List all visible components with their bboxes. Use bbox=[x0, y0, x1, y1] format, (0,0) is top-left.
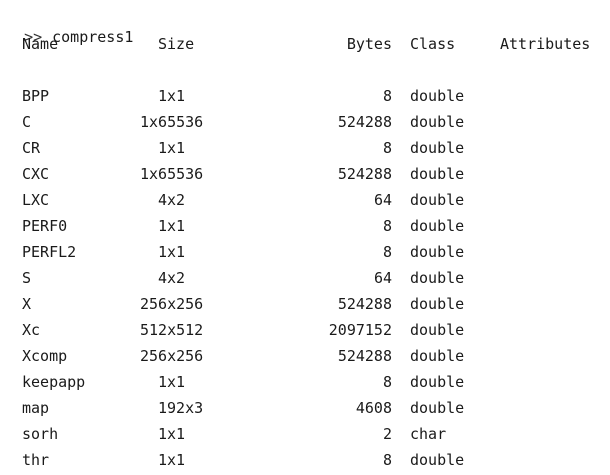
variable-name: Xcomp bbox=[22, 347, 68, 365]
header-size: Size bbox=[158, 35, 195, 53]
variable-name: PERF0 bbox=[22, 217, 68, 235]
table-row: PERF0 1x1 8 double bbox=[0, 214, 610, 238]
variable-name: Xc bbox=[22, 321, 41, 339]
table-row: keepapp 1x1 8 double bbox=[0, 370, 610, 394]
variable-bytes: 8 bbox=[382, 243, 392, 261]
variable-name: map bbox=[22, 399, 50, 417]
variable-size: 1x1 bbox=[158, 139, 186, 157]
variable-class: double bbox=[410, 399, 465, 417]
header-class: Class bbox=[410, 35, 456, 53]
variable-class: double bbox=[410, 321, 465, 339]
table-row: Xcomp 256x256 524288 double bbox=[0, 344, 610, 368]
header-bytes: Bytes bbox=[346, 35, 392, 53]
table-row: LXC 4x2 64 double bbox=[0, 188, 610, 212]
variable-size: 1x1 bbox=[158, 373, 186, 391]
variable-size: 1x1 bbox=[158, 425, 186, 443]
table-row: sorh 1x1 2 char bbox=[0, 422, 610, 446]
variable-name: keepapp bbox=[22, 373, 86, 391]
variable-class: double bbox=[410, 87, 465, 105]
table-row: BPP 1x1 8 double bbox=[0, 84, 610, 108]
table-row: PERFL2 1x1 8 double bbox=[0, 240, 610, 264]
table-row: CR 1x1 8 double bbox=[0, 136, 610, 160]
variable-class: char bbox=[410, 425, 447, 443]
variable-name: sorh bbox=[22, 425, 59, 443]
variable-name: BPP bbox=[22, 87, 50, 105]
table-row: Xc 512x512 2097152 double bbox=[0, 318, 610, 342]
variable-name: S bbox=[22, 269, 32, 287]
variable-size: 192x3 bbox=[158, 399, 204, 417]
variable-name: CR bbox=[22, 139, 41, 157]
variable-bytes: 524288 bbox=[337, 165, 392, 183]
table-row: S 4x2 64 double bbox=[0, 266, 610, 290]
variable-bytes: 64 bbox=[373, 269, 392, 287]
variable-bytes: 8 bbox=[382, 87, 392, 105]
command-prompt: >> bbox=[24, 28, 43, 46]
variable-class: double bbox=[410, 191, 465, 209]
variable-bytes: 8 bbox=[382, 373, 392, 391]
variable-size: 1x1 bbox=[158, 217, 186, 235]
variable-bytes: 524288 bbox=[337, 347, 392, 365]
variable-class: double bbox=[410, 165, 465, 183]
table-row: C 1x65536 524288 double bbox=[0, 110, 610, 134]
variable-size: 256x256 bbox=[140, 347, 204, 365]
variable-class: double bbox=[410, 243, 465, 261]
variable-name: LXC bbox=[22, 191, 50, 209]
variable-bytes: 524288 bbox=[337, 295, 392, 313]
variable-class: double bbox=[410, 217, 465, 235]
variable-size: 4x2 bbox=[158, 269, 186, 287]
variable-size: 4x2 bbox=[158, 191, 186, 209]
variable-bytes: 2097152 bbox=[328, 321, 392, 339]
variable-name: C bbox=[22, 113, 32, 131]
whos-table-header: Name Size Bytes Class Attributes bbox=[0, 32, 610, 56]
command-line[interactable]: >> compress1 bbox=[6, 7, 133, 46]
variable-class: double bbox=[410, 269, 465, 287]
variable-size: 256x256 bbox=[140, 295, 204, 313]
command-text[interactable]: compress1 bbox=[52, 28, 134, 46]
variable-name: thr bbox=[22, 451, 50, 469]
variable-size: 1x1 bbox=[158, 243, 186, 261]
variable-size: 1x65536 bbox=[140, 165, 204, 183]
variable-size: 1x1 bbox=[158, 87, 186, 105]
variable-bytes: 524288 bbox=[337, 113, 392, 131]
variable-class: double bbox=[410, 295, 465, 313]
variable-class: double bbox=[410, 113, 465, 131]
variable-name: CXC bbox=[22, 165, 50, 183]
variable-size: 1x1 bbox=[158, 451, 186, 469]
variable-class: double bbox=[410, 139, 465, 157]
variable-bytes: 64 bbox=[373, 191, 392, 209]
variable-bytes: 8 bbox=[382, 451, 392, 469]
variable-bytes: 4608 bbox=[355, 399, 392, 417]
variable-class: double bbox=[410, 373, 465, 391]
variable-bytes: 2 bbox=[382, 425, 392, 443]
variable-size: 1x65536 bbox=[140, 113, 204, 131]
table-row: CXC 1x65536 524288 double bbox=[0, 162, 610, 186]
variable-name: X bbox=[22, 295, 32, 313]
variable-bytes: 8 bbox=[382, 217, 392, 235]
variable-size: 512x512 bbox=[140, 321, 204, 339]
table-row: X 256x256 524288 double bbox=[0, 292, 610, 316]
table-row: map 192x3 4608 double bbox=[0, 396, 610, 420]
variable-bytes: 8 bbox=[382, 139, 392, 157]
header-attributes: Attributes bbox=[500, 35, 591, 53]
variable-class: double bbox=[410, 451, 465, 469]
table-row: thr 1x1 8 double bbox=[0, 448, 610, 472]
variable-name: PERFL2 bbox=[22, 243, 77, 261]
variable-class: double bbox=[410, 347, 465, 365]
header-name: Name bbox=[22, 35, 59, 53]
